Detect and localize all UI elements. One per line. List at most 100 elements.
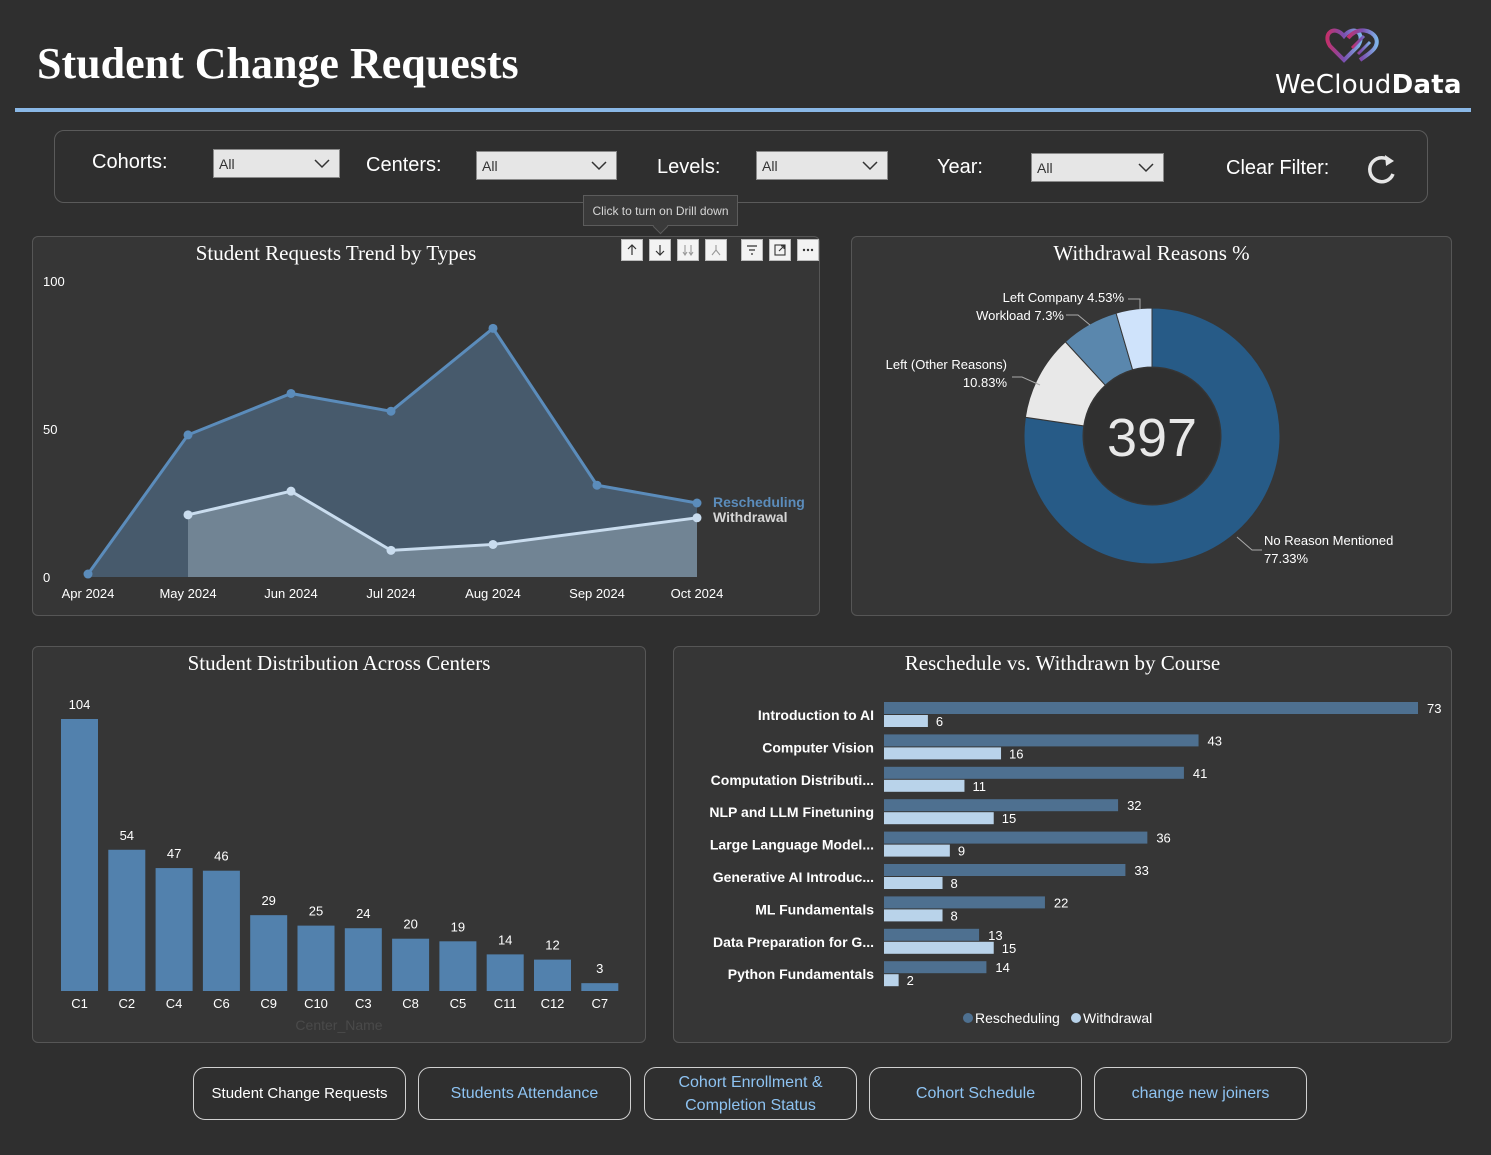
withdrawal-point <box>692 513 702 523</box>
legend-rescheduling-label: Rescheduling <box>975 1010 1060 1026</box>
withdrawal-bar <box>884 844 950 857</box>
leader-line <box>1012 376 1041 386</box>
withdrawal-bar-value: 16 <box>1009 746 1023 761</box>
cohorts-label: Cohorts: <box>92 151 168 173</box>
legend-withdrawal-swatch <box>1071 1013 1081 1023</box>
center-tick-label: C12 <box>541 996 565 1011</box>
center-bar <box>392 938 430 991</box>
expand-hierarchy-button[interactable] <box>705 239 727 261</box>
center-bar <box>61 719 98 991</box>
withdrawal-bar <box>884 941 994 954</box>
center-bar-value: 12 <box>545 938 559 953</box>
center-tick-label: C7 <box>591 996 608 1011</box>
center-tick-label: C1 <box>71 996 88 1011</box>
slice-pct: 77.33% <box>1264 551 1309 566</box>
centers-select-value: All <box>482 158 498 174</box>
y-tick-label: 0 <box>43 570 50 585</box>
donut-center-value: 397 <box>1107 408 1197 468</box>
rescheduling-bar-value: 36 <box>1156 831 1170 846</box>
nav-cohort-schedule[interactable]: Cohort Schedule <box>869 1067 1082 1120</box>
courses-bar-chart: Introduction to AI 73 6 Computer Vision 43 16… <box>709 701 1441 1026</box>
withdrawal-point <box>386 545 396 555</box>
center-bar <box>250 915 288 991</box>
rescheduling-bar <box>884 702 1418 714</box>
donut-slice <box>1023 307 1281 565</box>
fork-icon <box>711 245 721 256</box>
rescheduling-bar <box>884 961 987 974</box>
center-bar <box>486 954 524 991</box>
center-bar-value: 54 <box>120 828 134 843</box>
x-tick-label: May 2024 <box>159 586 216 601</box>
rescheduling-bar-value: 32 <box>1127 798 1141 813</box>
rescheduling-bar <box>884 766 1184 779</box>
cohorts-select-value: All <box>219 156 235 172</box>
center-tick-label: C3 <box>355 996 372 1011</box>
x-tick-label: Jun 2024 <box>264 586 318 601</box>
courses-title: Reschedule vs. Withdrawn by Course <box>904 651 1221 675</box>
arrow-down-icon <box>655 245 665 256</box>
legend-rescheduling-swatch <box>963 1013 973 1023</box>
year-select[interactable]: All <box>1031 153 1164 182</box>
center-tick-label: C5 <box>450 996 467 1011</box>
center-tick-label: C10 <box>304 996 328 1011</box>
withdrawal-bar-value: 15 <box>1002 941 1016 956</box>
withdrawal-bar-value: 2 <box>907 973 914 988</box>
arrow-up-icon <box>627 244 637 255</box>
rescheduling-point <box>83 569 93 579</box>
center-tick-label: C11 <box>494 996 517 1011</box>
center-bar <box>108 849 146 991</box>
rescheduling-bar-value: 33 <box>1134 863 1148 878</box>
double-arrow-down-icon <box>682 245 694 256</box>
rescheduling-bar-value: 13 <box>988 928 1002 943</box>
drill-up-button[interactable] <box>621 239 643 261</box>
center-bar-value: 46 <box>214 849 228 864</box>
more-options-button[interactable] <box>797 239 819 261</box>
trend-chart: 0 50 100 Apr 2024 May 2024 Jun 2024 Jul 2024 Au… <box>43 274 805 601</box>
withdrawal-panel: Withdrawal Reasons % 397 No Reason Mentio… <box>851 236 1452 616</box>
centers-label: Centers: <box>366 154 442 176</box>
slice-label: Left (Other Reasons) <box>886 357 1007 372</box>
cohorts-select[interactable]: All <box>213 149 340 178</box>
center-bar <box>581 983 619 991</box>
drill-down-button[interactable] <box>649 239 671 261</box>
levels-select-value: All <box>762 158 778 174</box>
withdrawal-bar <box>884 974 899 987</box>
center-bar-value: 47 <box>167 846 181 861</box>
expand-icon <box>774 244 786 256</box>
withdrawal-bar <box>884 779 965 792</box>
slice-pct: 10.83% <box>963 375 1008 390</box>
centers-bar-chart: 104 C1 54 C2 47 C4 46 C6 29 C9 25 C10 24 C3 20 C8 19 C5 14… <box>61 697 619 1033</box>
centers-panel: Student Distribution Across Centers 104 C… <box>32 646 646 1043</box>
nav-change-new-joiners[interactable]: change new joiners <box>1094 1067 1307 1120</box>
trend-panel: Student Requests Trend by Types 0 50 100 Ap… <box>32 236 820 616</box>
donut-slice <box>1115 307 1153 371</box>
withdrawal-point <box>183 510 193 520</box>
nav-students-attendance[interactable]: Students Attendance <box>418 1067 631 1120</box>
centers-select[interactable]: All <box>476 151 617 180</box>
withdrawal-bar-value: 15 <box>1002 811 1016 826</box>
withdrawal-bar <box>884 909 943 922</box>
next-level-button[interactable] <box>677 239 699 261</box>
x-tick-label: Oct 2024 <box>671 586 724 601</box>
rescheduling-point <box>183 430 193 440</box>
leader-line <box>1128 298 1141 309</box>
focus-mode-button[interactable] <box>769 239 791 261</box>
clear-filter-label: Clear Filter: <box>1226 157 1330 179</box>
withdrawal-bar-value: 8 <box>951 876 958 891</box>
withdrawal-bar-value: 9 <box>958 844 965 859</box>
rescheduling-bar <box>884 928 980 941</box>
reset-filter-icon[interactable] <box>1363 152 1399 188</box>
chevron-down-icon <box>862 161 878 171</box>
nav-cohort-enrollment[interactable]: Cohort Enrollment & Completion Status <box>644 1067 857 1120</box>
course-label: Introduction to AI <box>758 707 874 723</box>
center-bar <box>344 928 382 991</box>
y-tick-label: 100 <box>43 274 65 289</box>
courses-panel: Reschedule vs. Withdrawn by Course Intro… <box>673 646 1452 1043</box>
filter-button[interactable] <box>741 239 763 261</box>
center-bar <box>297 925 335 991</box>
nav-student-change-requests[interactable]: Student Change Requests <box>193 1067 406 1120</box>
levels-select[interactable]: All <box>756 151 888 180</box>
withdrawal-area <box>188 491 697 577</box>
course-label: ML Fundamentals <box>755 901 874 917</box>
chevron-down-icon <box>591 161 607 171</box>
